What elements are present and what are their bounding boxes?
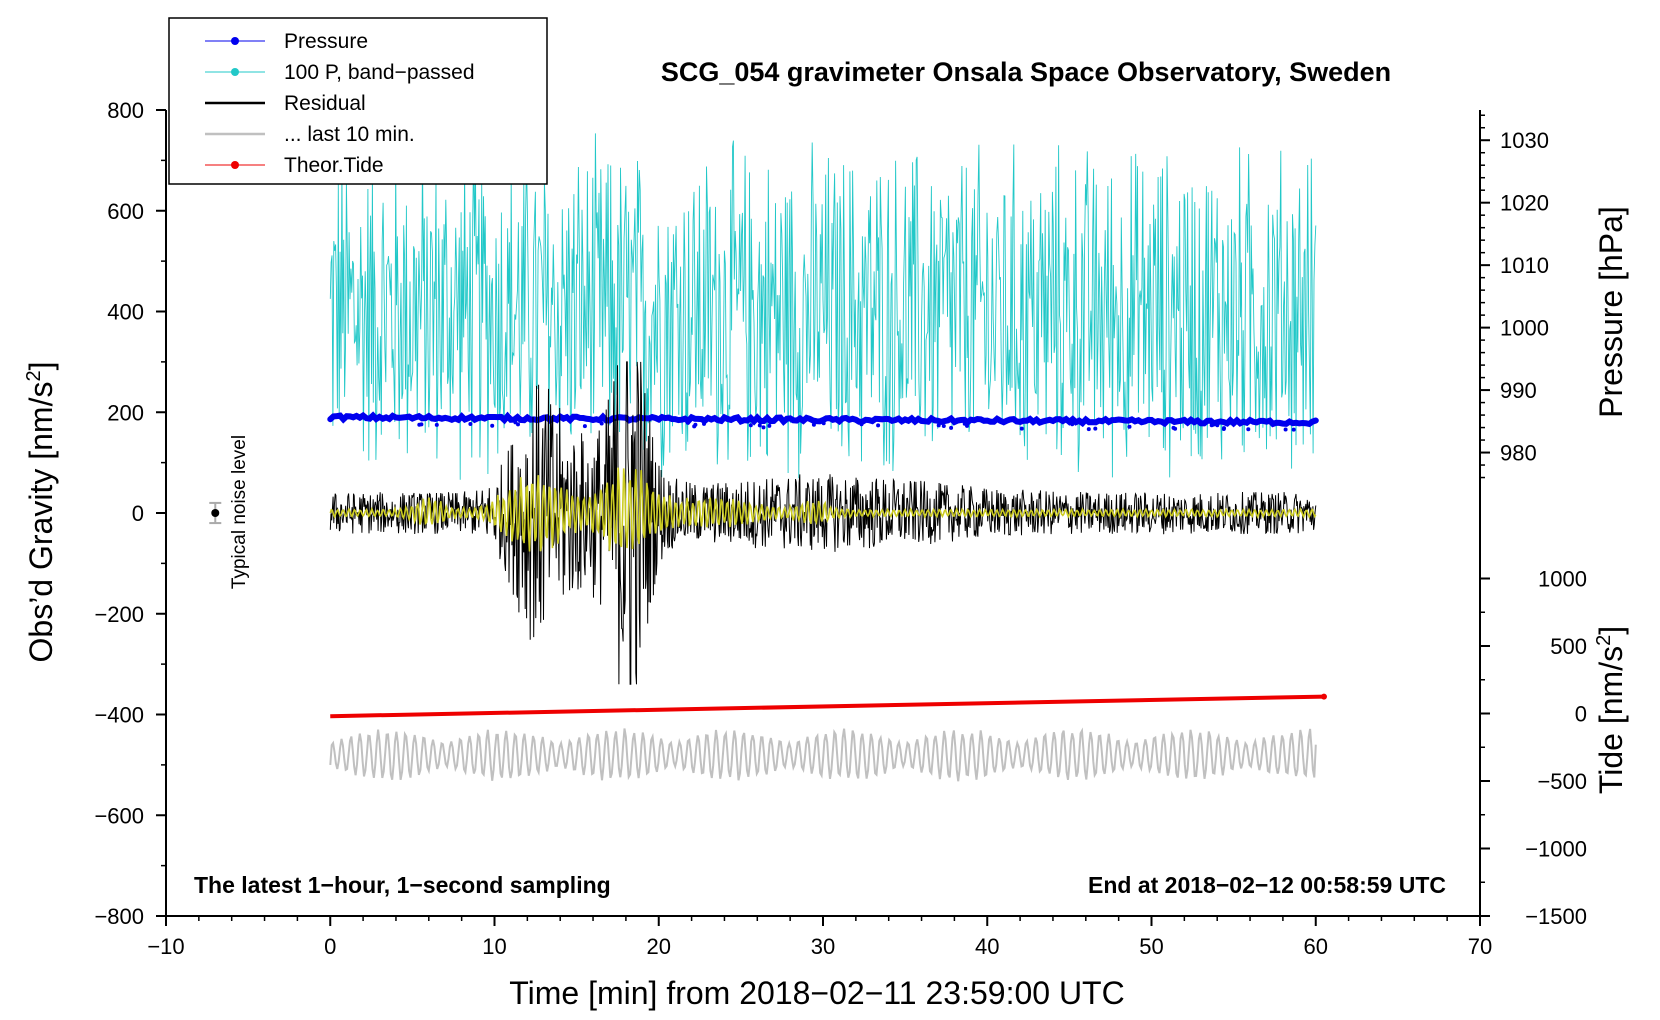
pressure-point	[949, 425, 954, 430]
pressure-point	[1246, 427, 1251, 432]
pressure-tick-label: 990	[1500, 378, 1537, 403]
pressure-point	[582, 424, 587, 429]
tide-tick-label: −1000	[1525, 836, 1587, 861]
noise-level-label: Typical noise level	[229, 435, 250, 589]
series-theor-tide	[330, 694, 1325, 719]
x-axis-label: Time [min] from 2018−02−11 23:59:00 UTC	[509, 975, 1124, 1011]
legend-marker	[231, 68, 239, 76]
pressure-point	[748, 423, 753, 428]
pressure-point	[1283, 427, 1288, 432]
tide-tick-label: 1000	[1538, 566, 1587, 591]
axis-ticks: −10 0 10 20 30 40 50 60 70−800−600−400−200020040…	[94, 98, 1587, 959]
pressure-point	[859, 422, 864, 427]
x-tick-label: 50	[1139, 934, 1163, 959]
y-tick-label: 400	[107, 300, 144, 325]
pressure-point	[1221, 427, 1226, 431]
x-tick-label: 60	[1304, 934, 1328, 959]
y-tick-label: −200	[94, 602, 144, 627]
pressure-point	[513, 420, 518, 425]
pressure-point	[965, 423, 969, 428]
series-band-passed-pressure	[329, 133, 1317, 480]
series-pressure	[327, 411, 1319, 428]
pressure-point	[821, 421, 826, 426]
y-tick-label: 800	[107, 98, 144, 123]
pressure-tick-label: 980	[1500, 441, 1537, 466]
pressure-point	[692, 424, 697, 429]
y-tick-label: −400	[94, 703, 144, 728]
pressure-point	[1093, 426, 1098, 431]
legend-marker	[231, 161, 239, 169]
y-axis-label-close: ]	[23, 362, 59, 371]
x-tick-label: 70	[1468, 934, 1492, 959]
pressure-point	[490, 423, 495, 428]
pressure-point	[417, 422, 422, 427]
x-tick-label: 10	[482, 934, 506, 959]
y-tick-label: −600	[94, 803, 144, 828]
pressure-tick-label: 1000	[1500, 316, 1549, 341]
y-tick-label: 0	[132, 501, 144, 526]
annotation-sampling: The latest 1−hour, 1−second sampling	[194, 872, 611, 898]
pressure-tick-label: 1010	[1500, 253, 1549, 278]
pressure-point	[1019, 426, 1024, 431]
pressure-point	[876, 423, 881, 428]
pressure-point	[434, 422, 439, 427]
tide-tick-label: 0	[1575, 701, 1587, 726]
legend-label: 100 P, band−passed	[284, 61, 475, 84]
x-tick-label: 0	[324, 934, 336, 959]
x-tick-label: 20	[647, 934, 671, 959]
pressure-point	[941, 424, 946, 428]
pressure-tick-label: 1020	[1500, 191, 1549, 216]
y-axis-label-main: Obs’d Gravity [nm/s	[23, 382, 59, 663]
pressure-point	[599, 421, 604, 426]
pressure-point	[761, 425, 766, 430]
pressure-point	[757, 423, 762, 428]
pressure-axis-label: Pressure [hPa]	[1593, 206, 1629, 418]
tide-axis-label-main: Tide [nm/s	[1593, 646, 1629, 794]
pressure-point	[811, 422, 816, 427]
series-residual-smoothed	[329, 467, 1317, 552]
y-tick-label: −800	[94, 904, 144, 929]
pressure-point	[1086, 427, 1091, 432]
tide-tick-label: −1500	[1525, 904, 1587, 929]
legend-label: Residual	[284, 92, 366, 115]
pressure-point	[702, 421, 706, 426]
pressure-point	[1291, 427, 1296, 432]
pressure-point	[1215, 423, 1220, 428]
plot-data	[327, 133, 1327, 782]
pressure-point	[1070, 422, 1075, 427]
legend-label: ... last 10 min.	[284, 123, 415, 146]
y-tick-label: 200	[107, 400, 144, 425]
legend-label: Pressure	[284, 30, 368, 53]
series-last-10-min	[329, 727, 1317, 782]
pressure-point	[767, 423, 772, 428]
tide-axis-label-close: ]	[1593, 626, 1629, 635]
y-axis-label-sup: 2	[23, 370, 45, 381]
pressure-point	[1171, 425, 1176, 430]
tide-axis-label: Tide [nm/s2]	[1593, 626, 1629, 794]
pressure-point	[936, 423, 941, 428]
legend: Pressure 100 P, band−passed Residual ... la…	[168, 17, 548, 185]
pressure-point	[685, 420, 690, 425]
y-tick-label: 600	[107, 199, 144, 224]
legend-box	[168, 17, 548, 185]
pressure-point	[468, 422, 473, 426]
noise-bar-point	[211, 509, 220, 517]
x-tick-label: 30	[811, 934, 835, 959]
tide-axis-label-sup: 2	[1593, 635, 1615, 646]
noise-level-errorbar	[209, 501, 222, 525]
tide-tick-label: 500	[1550, 634, 1587, 659]
chart-title: SCG_054 gravimeter Onsala Space Observat…	[661, 57, 1391, 87]
pressure-tick-label: 1030	[1500, 128, 1549, 153]
pressure-point	[1127, 424, 1132, 429]
legend-marker	[231, 37, 239, 45]
theor-tide-end-point	[1320, 693, 1327, 700]
tide-tick-label: −500	[1537, 769, 1587, 794]
legend-label: Theor.Tide	[284, 154, 384, 177]
pressure-point	[1209, 423, 1214, 428]
x-tick-label: 40	[975, 934, 999, 959]
x-tick-label: −10	[147, 934, 184, 959]
annotation-end-time: End at 2018−02−12 00:58:59 UTC	[1088, 872, 1446, 898]
y-axis-label: Obs’d Gravity [nm/s2]	[23, 362, 59, 663]
